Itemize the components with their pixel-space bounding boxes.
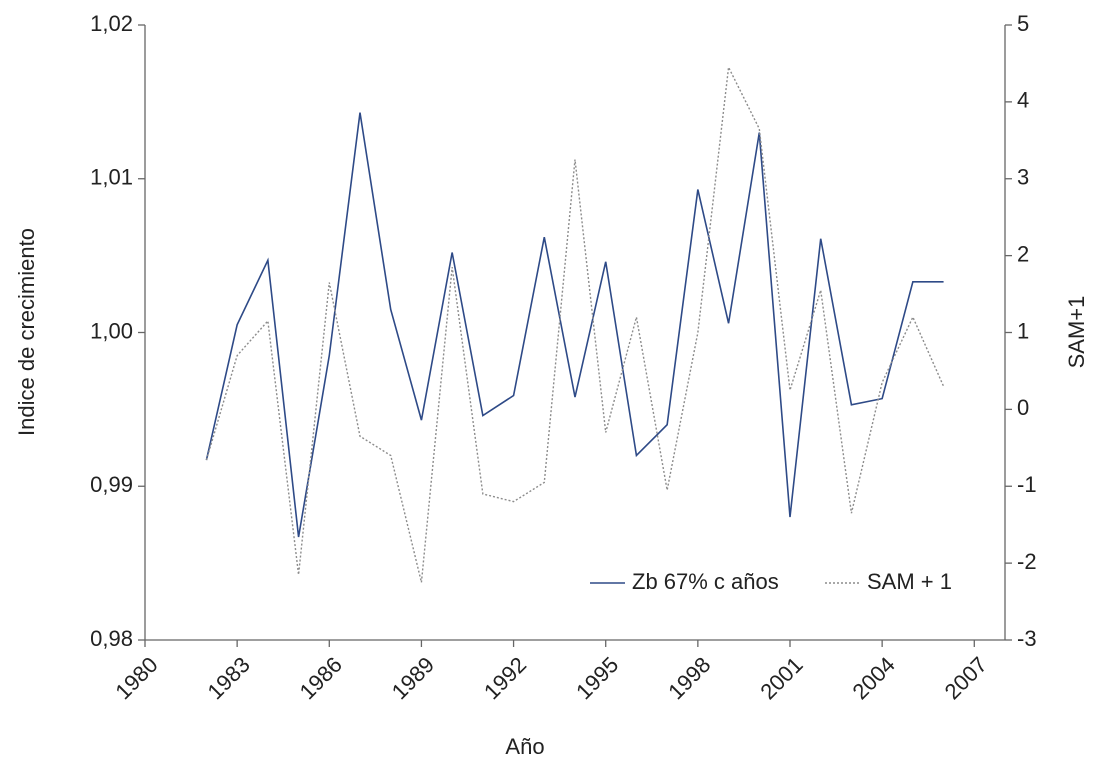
y2-tick-label: 4 [1017,88,1029,113]
legend-label: SAM + 1 [867,569,952,594]
y2-tick-label: 1 [1017,318,1029,343]
y-tick-label: 1,01 [90,165,133,190]
series-line [205,112,944,538]
y2-tick-label: 5 [1017,11,1029,36]
x-tick-label: 1983 [202,652,254,704]
x-tick-label: 2001 [755,652,807,704]
x-tick-label: 1992 [479,652,531,704]
x-tick-label: 1998 [663,652,715,704]
y-tick-label: 1,00 [90,318,133,343]
y2-tick-label: 0 [1017,395,1029,420]
x-tick-label: 1980 [110,652,162,704]
y-tick-label: 0,99 [90,472,133,497]
y-tick-label: 1,02 [90,11,133,36]
y2-tick-label: 2 [1017,241,1029,266]
x-axis-label: Año [505,734,544,759]
x-tick-label: 1986 [295,652,347,704]
x-tick-label: 1995 [571,652,623,704]
x-tick-label: 1989 [387,652,439,704]
x-tick-label: 2007 [940,652,992,704]
y2-axis-label: SAM+1 [1064,296,1089,369]
series-line [205,64,945,583]
y-axis-label: Indice de crecimiento [14,228,39,436]
y2-tick-label: -2 [1017,549,1037,574]
y-tick-label: 0,98 [90,626,133,651]
legend-label: Zb 67% c años [632,569,779,594]
y2-tick-label: 3 [1017,165,1029,190]
x-tick-label: 2004 [847,652,899,704]
y2-tick-label: -3 [1017,626,1037,651]
y2-tick-label: -1 [1017,472,1037,497]
